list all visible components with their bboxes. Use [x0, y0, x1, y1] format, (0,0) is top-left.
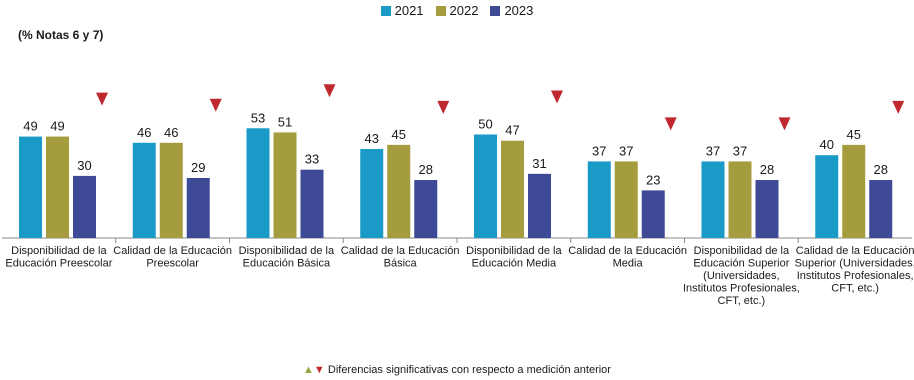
bar-2021-7: [815, 155, 839, 238]
bar-2021-1: [132, 142, 156, 238]
bar-2021-6: [701, 161, 725, 238]
bar-2023-5: [641, 190, 665, 238]
legend-item-2023: 2023: [490, 3, 533, 18]
footnote-text: Diferencias significativas con respecto …: [327, 364, 611, 376]
x-tick-label: Disponibilidad de la Educación Preescolar: [5, 245, 112, 270]
data-label: 53: [251, 110, 265, 125]
bar-2023-7: [869, 180, 893, 238]
data-label: 28: [419, 162, 433, 177]
bar-2022-4: [501, 140, 524, 238]
data-label: 40: [820, 137, 834, 152]
x-tick-label: Disponibilidad de la Educación Superior (U…: [683, 245, 800, 307]
x-tick-label: Calidad de la Educación Media: [568, 245, 687, 270]
bar-2022-6: [728, 161, 752, 238]
legend-label: 2022: [449, 3, 479, 18]
triangle-down-icon: [209, 98, 222, 112]
data-label: 46: [164, 125, 178, 140]
bar-2023-4: [528, 173, 551, 238]
bar-2022-3: [387, 144, 411, 238]
bar-2021-2: [246, 128, 270, 238]
triangle-down-icon: [437, 100, 450, 114]
triangle-down-icon: ▼: [313, 364, 325, 376]
bar-2023-6: [755, 180, 779, 238]
data-label: 37: [733, 143, 747, 158]
legend-label: 2023: [504, 3, 534, 18]
data-label: 47: [505, 123, 519, 138]
chart-legend: 2021 2022 2023: [0, 3, 914, 18]
bar-2022-1: [159, 142, 183, 238]
x-tick-label: Calidad de la Educación Preescolar: [113, 245, 232, 270]
triangle-down-icon: [96, 92, 108, 106]
x-tick-label: Calidad de la Educación Superior (Univers…: [795, 245, 914, 295]
triangle-down-icon: [778, 117, 791, 131]
bar-2021-3: [360, 148, 384, 238]
legend-item-2021: 2021: [380, 3, 424, 18]
data-label: 50: [478, 117, 492, 132]
legend-label: 2021: [394, 3, 424, 18]
data-label: 29: [191, 160, 205, 175]
legend-swatch: [490, 5, 501, 16]
triangle-up-icon: ▲: [303, 364, 314, 376]
x-tick-label: Calidad de la Educación Básica: [341, 245, 460, 270]
bar-2022-0: [46, 136, 69, 238]
data-label: 28: [760, 162, 774, 177]
triangle-down-icon: [664, 117, 677, 131]
data-label: 30: [77, 158, 91, 173]
data-label: 45: [392, 127, 406, 142]
bar-2023-0: [73, 175, 96, 238]
legend-swatch: [380, 5, 391, 16]
data-label: 51: [278, 114, 292, 129]
data-label: 37: [706, 143, 720, 158]
bar-2023-2: [300, 169, 324, 238]
legend-item-2022: 2022: [435, 3, 479, 18]
data-label: 49: [23, 119, 37, 134]
x-tick-label: Disponibilidad de la Educación Media: [466, 245, 562, 270]
data-label: 33: [305, 152, 319, 167]
triangle-down-icon: [323, 84, 336, 98]
data-label: 49: [50, 119, 64, 134]
x-tick-label: Disponibilidad de la Educación Básica: [239, 245, 335, 270]
triangle-down-icon: [892, 100, 905, 114]
data-label: 28: [874, 162, 888, 177]
data-label: 45: [847, 127, 861, 142]
y-axis-label: (% Notas 6 y 7): [18, 28, 104, 42]
data-label: 46: [137, 125, 151, 140]
bar-2023-3: [414, 180, 438, 238]
bar-2022-7: [842, 144, 866, 238]
legend-swatch: [435, 5, 446, 16]
bar-2021-5: [587, 161, 611, 238]
data-label: 31: [532, 156, 546, 171]
bar-2023-1: [186, 177, 210, 238]
bar-2022-5: [614, 161, 638, 238]
data-label: 37: [592, 143, 606, 158]
bar-2021-4: [474, 134, 497, 238]
bar-2022-2: [273, 132, 297, 238]
bar-2021-0: [19, 136, 42, 238]
significance-footnote: ▲▼ Diferencias significativas con respec…: [0, 364, 914, 376]
data-label: 37: [619, 143, 633, 158]
data-label: 23: [646, 172, 660, 187]
triangle-down-icon: [551, 90, 563, 104]
data-label: 43: [365, 131, 379, 146]
